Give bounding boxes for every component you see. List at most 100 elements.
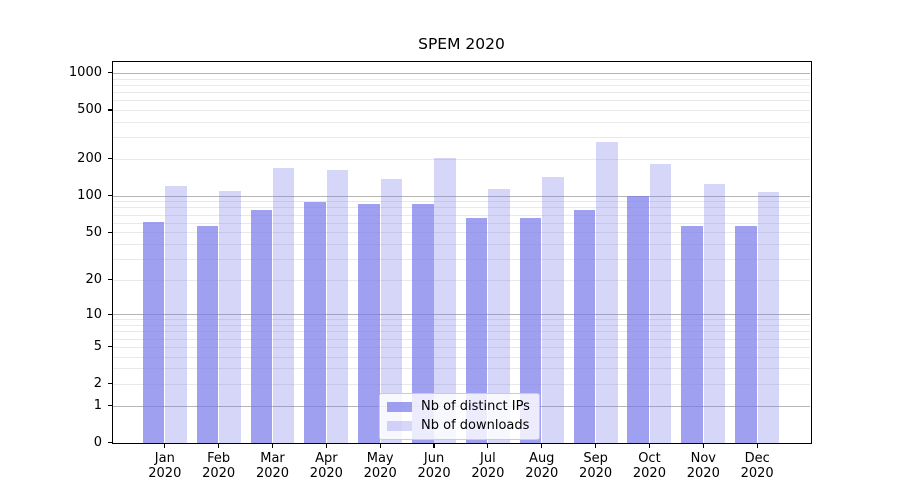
y-tick-label: 100 bbox=[77, 188, 102, 204]
x-tick-mark bbox=[487, 444, 489, 448]
y-tick-label: 0 bbox=[93, 435, 102, 451]
x-tick-label: Dec 2020 bbox=[740, 451, 774, 481]
minor-gridline bbox=[113, 207, 810, 209]
x-tick-label: Jul 2020 bbox=[471, 451, 505, 481]
minor-gridline bbox=[113, 243, 810, 245]
x-tick-mark bbox=[164, 444, 166, 448]
y-tick-label: 1000 bbox=[68, 65, 102, 81]
legend: Nb of distinct IPs Nb of downloads bbox=[379, 393, 540, 440]
x-tick-mark bbox=[271, 444, 274, 448]
x-tick-mark bbox=[541, 444, 543, 448]
major-gridline bbox=[113, 72, 810, 74]
minor-gridline bbox=[113, 279, 810, 281]
minor-gridline bbox=[113, 84, 810, 86]
bar-distinct-ips-feb bbox=[196, 226, 219, 443]
bar-downloads-jan bbox=[165, 185, 187, 443]
y-tick-mark bbox=[108, 313, 112, 315]
x-tick-label: Feb 2020 bbox=[202, 451, 236, 481]
minor-gridline bbox=[113, 338, 810, 340]
minor-gridline bbox=[113, 91, 810, 93]
x-tick-mark bbox=[595, 444, 597, 448]
x-tick-mark bbox=[702, 444, 704, 448]
x-tick-label: Sep 2020 bbox=[579, 451, 613, 481]
y-tick-mark bbox=[108, 195, 112, 197]
major-gridline bbox=[113, 314, 810, 316]
bar-distinct-ips-jul bbox=[465, 217, 488, 443]
x-tick-label: May 2020 bbox=[363, 451, 397, 481]
y-tick-label: 5 bbox=[93, 339, 102, 355]
bar-distinct-ips-jan bbox=[142, 221, 165, 443]
minor-gridline bbox=[113, 201, 810, 203]
x-tick-mark bbox=[379, 444, 381, 448]
bar-distinct-ips-apr bbox=[304, 202, 326, 443]
x-tick-label: Oct 2020 bbox=[632, 451, 666, 481]
legend-item-downloads: Nb of downloads bbox=[387, 418, 530, 434]
bar-downloads-feb bbox=[219, 190, 241, 443]
y-tick-label: 1 bbox=[93, 398, 102, 414]
minor-gridline bbox=[113, 78, 810, 80]
bar-downloads-nov bbox=[703, 184, 726, 443]
bar-downloads-dec bbox=[757, 191, 780, 443]
bar-downloads-may bbox=[380, 178, 403, 443]
bar-distinct-ips-nov bbox=[681, 226, 703, 443]
bar-downloads-oct bbox=[649, 163, 672, 443]
bar-distinct-ips-sep bbox=[573, 210, 596, 443]
minor-gridline bbox=[113, 356, 810, 358]
x-tick-label: Aug 2020 bbox=[525, 451, 559, 481]
y-tick-mark bbox=[108, 158, 112, 160]
minor-gridline bbox=[113, 383, 810, 385]
bar-distinct-ips-mar bbox=[250, 210, 273, 443]
y-tick-label: 200 bbox=[77, 151, 102, 167]
bar-distinct-ips-jun bbox=[412, 203, 434, 443]
legend-swatch-distinct-ips bbox=[387, 402, 412, 412]
y-tick-mark bbox=[108, 383, 112, 385]
chart-title: SPEM 2020 bbox=[418, 35, 505, 53]
x-tick-label: Jun 2020 bbox=[417, 451, 451, 481]
minor-gridline bbox=[113, 109, 810, 111]
minor-gridline bbox=[113, 222, 810, 224]
bar-downloads-sep bbox=[596, 142, 618, 443]
x-tick-mark bbox=[325, 444, 327, 448]
y-tick-mark bbox=[108, 72, 112, 74]
x-tick-mark bbox=[433, 444, 435, 448]
minor-gridline bbox=[113, 331, 810, 333]
minor-gridline bbox=[113, 100, 810, 102]
x-tick-label: Jan 2020 bbox=[148, 451, 182, 481]
x-tick-label: Apr 2020 bbox=[309, 451, 343, 481]
minor-gridline bbox=[113, 346, 810, 348]
y-tick-label: 20 bbox=[85, 272, 102, 288]
x-tick-mark bbox=[218, 444, 220, 448]
minor-gridline bbox=[113, 368, 810, 370]
minor-gridline bbox=[113, 232, 810, 234]
y-tick-mark bbox=[108, 279, 112, 281]
x-tick-mark bbox=[756, 444, 758, 448]
legend-item-distinct-ips: Nb of distinct IPs bbox=[387, 399, 530, 415]
minor-gridline bbox=[113, 319, 810, 321]
y-tick-mark bbox=[108, 442, 112, 444]
minor-gridline bbox=[113, 137, 810, 139]
y-tick-label: 50 bbox=[85, 224, 102, 240]
minor-gridline bbox=[113, 158, 810, 160]
bar-distinct-ips-dec bbox=[735, 226, 757, 443]
bar-distinct-ips-oct bbox=[627, 196, 650, 443]
y-tick-label: 2 bbox=[93, 376, 102, 392]
legend-swatch-downloads bbox=[387, 421, 412, 431]
legend-label: Nb of distinct IPs bbox=[421, 399, 530, 414]
y-tick-mark bbox=[108, 231, 112, 233]
bar-downloads-mar bbox=[272, 167, 295, 443]
minor-gridline bbox=[113, 258, 810, 260]
bar-downloads-apr bbox=[326, 170, 349, 443]
x-tick-label: Nov 2020 bbox=[686, 451, 720, 481]
y-tick-label: 500 bbox=[77, 102, 102, 118]
major-gridline bbox=[113, 195, 810, 197]
y-tick-label: 10 bbox=[85, 306, 102, 322]
y-tick-mark bbox=[108, 109, 112, 111]
minor-gridline bbox=[113, 325, 810, 327]
minor-gridline bbox=[113, 121, 810, 123]
bar-distinct-ips-aug bbox=[519, 217, 542, 443]
legend-label: Nb of downloads bbox=[421, 418, 530, 433]
x-tick-label: Mar 2020 bbox=[255, 451, 290, 481]
x-tick-mark bbox=[648, 444, 651, 448]
y-tick-mark bbox=[108, 346, 112, 348]
